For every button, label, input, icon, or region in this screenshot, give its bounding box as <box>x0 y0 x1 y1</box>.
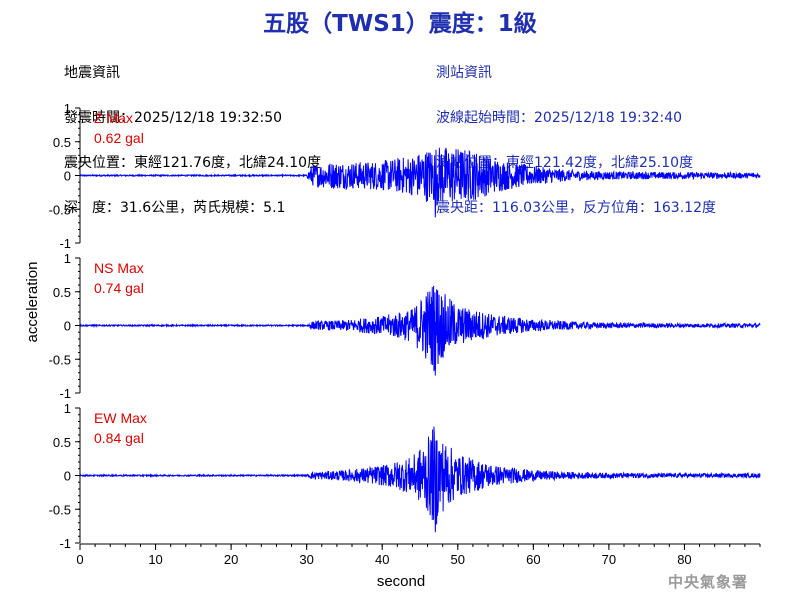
y-tick-label: -1 <box>59 236 71 251</box>
epicentral-distance: 震央距：116.03公里，反方位角：163.12度 <box>436 200 716 216</box>
y-tick-label: -0.5 <box>49 202 71 217</box>
x-tick-label: 80 <box>677 552 691 567</box>
origin-time: 發震時間：2025/12/18 19:32:50 <box>64 110 283 126</box>
earthquake-info-block: 地震資訊 發震時間：2025/12/18 19:32:50 震央位置：東經121… <box>64 36 321 231</box>
y-tick-label: 0 <box>64 319 71 334</box>
depth-magnitude: 深 度：31.6公里，芮氏規模：5.1 <box>64 200 286 216</box>
y-tick-label: 1 <box>64 101 71 116</box>
waveform-trace <box>79 426 761 533</box>
y-tick-label: -0.5 <box>49 352 71 367</box>
y-axis-label: acceleration <box>24 262 41 343</box>
y-tick-label: 1 <box>64 401 71 416</box>
x-axis: 0 10 20 30 40 50 60 70 80 <box>76 543 761 567</box>
x-tick-label: 0 <box>76 552 83 567</box>
x-tick-label: 40 <box>375 552 389 567</box>
panel-name-label: EW Max <box>94 410 147 426</box>
station-info-block: 測站資訊 波線起始時間：2025/12/18 19:32:40 測站位置：東經1… <box>436 36 716 231</box>
y-tick-label: 1 <box>64 251 71 266</box>
panel-max-label: 0.62 gal <box>94 130 144 146</box>
x-tick-label: 70 <box>602 552 616 567</box>
x-tick-label: 20 <box>224 552 238 567</box>
y-tick-label: 0.5 <box>53 435 71 450</box>
station-info-heading: 測站資訊 <box>436 65 492 81</box>
epicenter-location: 震央位置：東經121.76度，北緯24.10度 <box>64 155 322 171</box>
x-tick-label: 50 <box>451 552 465 567</box>
y-tick-label: -1 <box>59 536 71 551</box>
panel-ew: 1 0.5 0 -0.5 -1 EW Max 0.84 gal <box>49 401 761 551</box>
x-axis-label: second <box>377 573 425 590</box>
y-tick-label: 0.5 <box>53 285 71 300</box>
panel-name-label: NS Max <box>94 260 144 276</box>
panel-max-label: 0.84 gal <box>94 430 144 446</box>
panel-z: 1 0.5 0 -0.5 -1 Z Max 0.62 gal <box>49 101 761 251</box>
x-tick-label: 60 <box>526 552 540 567</box>
panel-max-label: 0.74 gal <box>94 280 144 296</box>
y-tick-label: 0.5 <box>53 135 71 150</box>
panel-ns: 1 0.5 0 -0.5 -1 NS Max 0.74 gal <box>49 251 761 401</box>
x-tick-label: 30 <box>299 552 313 567</box>
panel-name-label: Z Max <box>94 110 133 126</box>
chart-title: 五股（TWS1）震度：1級 <box>263 11 537 37</box>
x-tick-label: 10 <box>148 552 162 567</box>
y-tick-label: -1 <box>59 386 71 401</box>
wave-start-time: 波線起始時間：2025/12/18 19:32:40 <box>436 110 683 126</box>
waveform-trace <box>79 285 761 376</box>
waveform-trace <box>79 147 761 218</box>
agency-label: 中央氣象署 <box>667 573 748 591</box>
y-tick-label: -0.5 <box>49 502 71 517</box>
panels-group: 1 0.5 0 -0.5 -1 Z Max 0.62 gal 1 0.5 0 -0.5 -1 NS Ma… <box>49 101 761 551</box>
earthquake-info-heading: 地震資訊 <box>64 65 120 81</box>
y-tick-label: 0 <box>64 169 71 184</box>
y-tick-label: 0 <box>64 469 71 484</box>
